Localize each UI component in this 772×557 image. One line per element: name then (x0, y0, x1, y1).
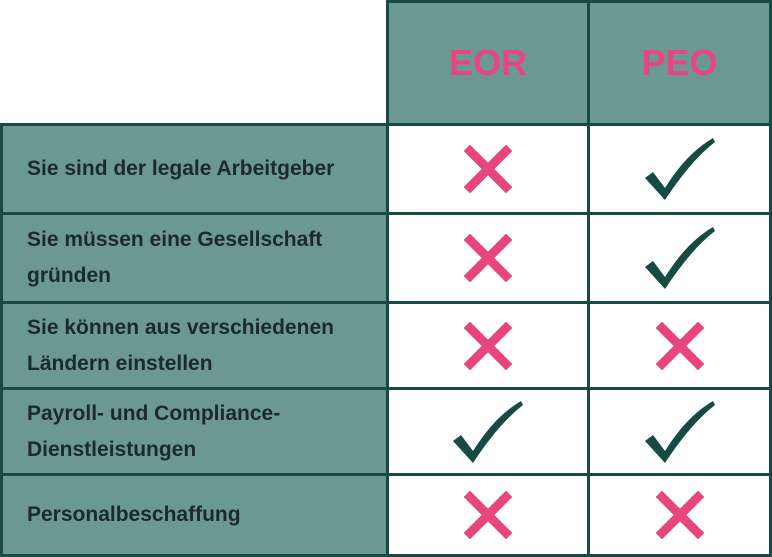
column-header-peo-label: PEO (641, 42, 718, 83)
cross-icon (655, 491, 704, 539)
check-icon (644, 227, 715, 289)
cross-icon (464, 321, 512, 370)
cell-row3-eor (386, 301, 590, 390)
row-label-1: Sie sind der legale Arbeitgeber (0, 123, 389, 215)
check-icon (453, 400, 523, 463)
cross-icon (464, 145, 512, 193)
cross-icon (464, 234, 512, 282)
row-label-text: Sie müssen eine Gesellschaft gründen (27, 228, 323, 287)
cell-row5-eor (386, 473, 590, 557)
cross-icon (655, 321, 704, 370)
column-header-eor-label: EOR (448, 42, 527, 83)
check-icon (644, 138, 715, 200)
row-label-4: Payroll- und Compliance-Dienstleistungen (0, 387, 389, 476)
cell-row1-eor (386, 123, 590, 215)
row-label-5: Personalbeschaffung (0, 473, 389, 557)
cell-row2-peo (587, 212, 772, 304)
cell-row2-eor (386, 212, 590, 304)
cell-row1-peo (587, 123, 772, 215)
cell-row4-peo (587, 387, 772, 476)
cell-row5-peo (587, 473, 772, 557)
column-header-peo: PEO (587, 0, 772, 126)
row-label-text: Personalbeschaffung (27, 503, 241, 526)
check-icon (644, 400, 715, 463)
row-label-text: Sie können aus verschiedenen Ländern ein… (27, 315, 334, 375)
cross-icon (464, 491, 512, 539)
column-header-eor: EOR (386, 0, 590, 126)
row-label-2: Sie müssen eine Gesellschaft gründen (0, 212, 389, 304)
row-label-3: Sie können aus verschiedenen Ländern ein… (0, 301, 389, 390)
row-label-text: Payroll- und Compliance-Dienstleistungen (27, 401, 281, 461)
cell-row3-peo (587, 301, 772, 390)
row-label-text: Sie sind der legale Arbeitgeber (27, 157, 335, 180)
cell-row4-eor (386, 387, 590, 476)
